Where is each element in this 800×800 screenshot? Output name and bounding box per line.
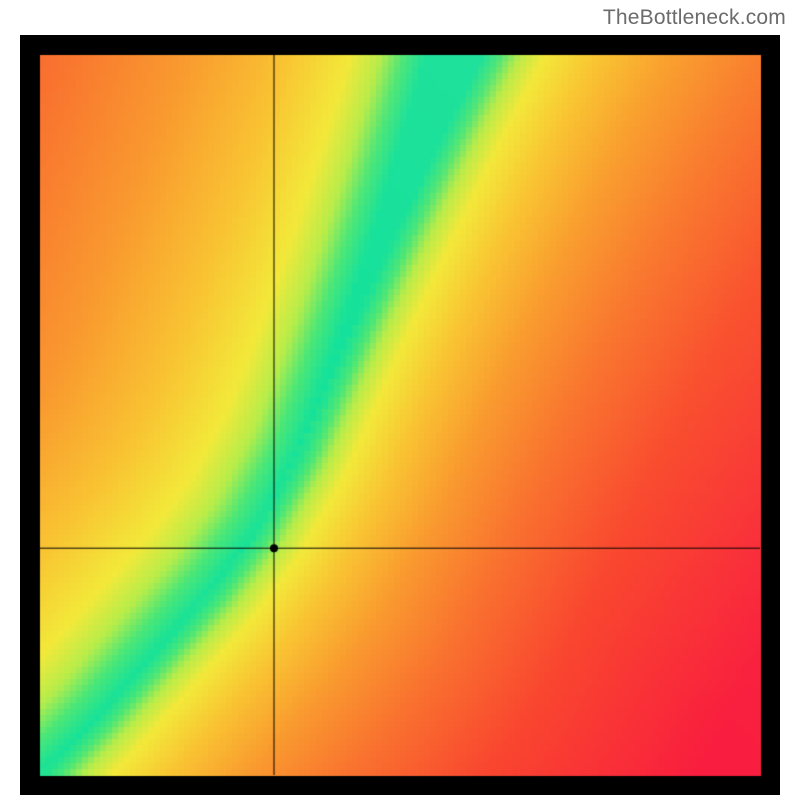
heatmap-canvas xyxy=(20,35,780,795)
watermark-text: TheBottleneck.com xyxy=(603,6,786,30)
chart-container: TheBottleneck.com xyxy=(0,0,800,800)
plot-frame xyxy=(20,35,780,795)
